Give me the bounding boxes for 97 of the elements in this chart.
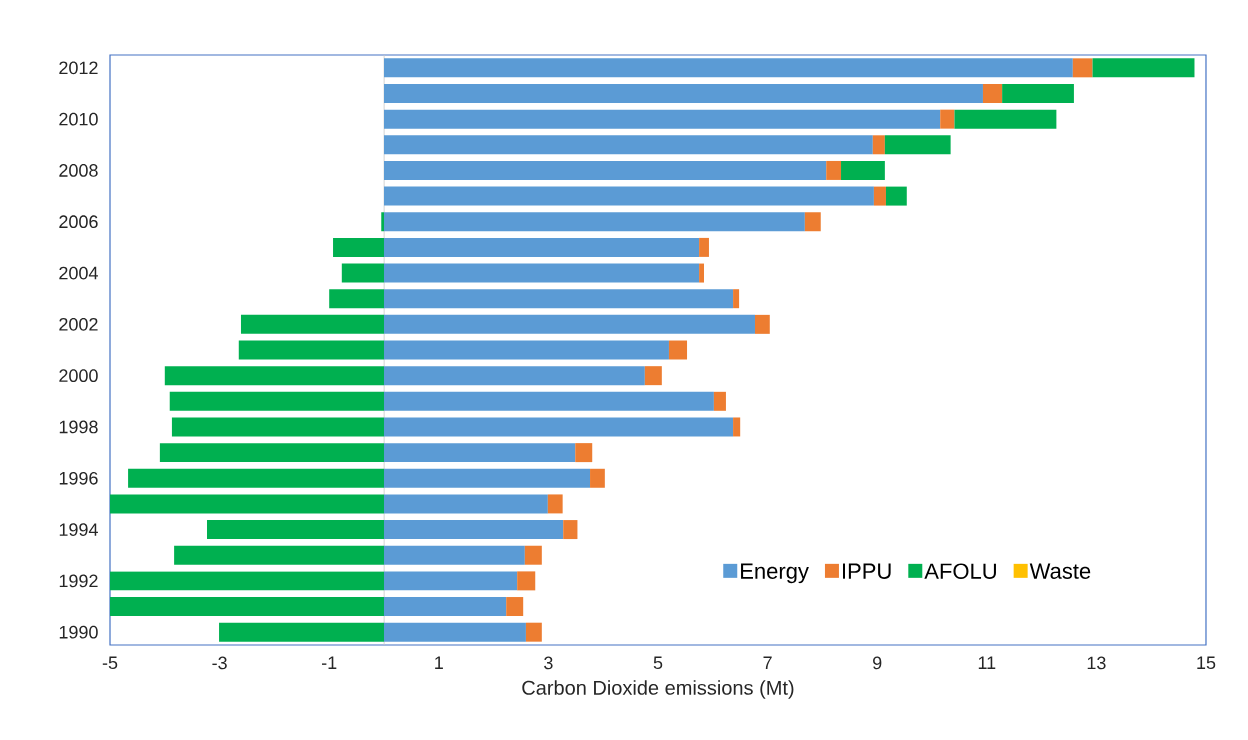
bar: [841, 160, 885, 180]
bar: [384, 135, 873, 155]
y-tick-label: 2006: [59, 215, 98, 229]
bar: [754, 314, 770, 334]
bar: [384, 314, 755, 334]
bar: [333, 237, 384, 257]
y-tick-label: 1996: [59, 471, 98, 485]
bar: [699, 237, 709, 257]
bar: [517, 571, 536, 591]
bar: [826, 160, 842, 180]
bar: [384, 58, 1073, 78]
bar: [384, 263, 700, 283]
bar: [384, 443, 576, 463]
bar: [384, 109, 941, 129]
bar: [384, 366, 645, 386]
legend-label: IPPU: [842, 563, 891, 579]
y-tick-label: 2010: [59, 112, 98, 126]
x-tick-label: -1: [322, 656, 337, 669]
y-tick-label: 2002: [59, 317, 98, 331]
bar: [384, 520, 564, 540]
bar: [384, 340, 669, 360]
x-tick-label: 9: [873, 656, 882, 670]
y-tick-label: 2008: [59, 164, 98, 177]
y-tick-label: 2004: [59, 266, 98, 280]
bar: [644, 366, 662, 386]
bar: [384, 212, 805, 232]
x-tick-label: -5: [102, 656, 118, 670]
y-tick-label: 1998: [59, 420, 98, 434]
bar: [240, 314, 384, 334]
bar: [128, 468, 384, 488]
bar: [563, 520, 578, 540]
bar: [110, 494, 384, 514]
bar: [384, 468, 591, 488]
y-tick-label: 2012: [59, 61, 98, 75]
y-tick-label: 2000: [59, 369, 98, 383]
bar: [381, 212, 384, 232]
bar: [954, 109, 1057, 129]
bar: [174, 545, 384, 565]
bar: [171, 417, 384, 437]
bar: [713, 391, 726, 411]
bar: [872, 135, 885, 155]
x-axis-title: Carbon Dioxide emissions (Mt): [522, 680, 794, 699]
bar: [219, 622, 384, 642]
bar: [159, 443, 384, 463]
x-tick-label: 15: [1197, 656, 1216, 670]
bar: [164, 366, 384, 386]
x-tick-label: -3: [212, 656, 227, 670]
bar: [384, 289, 734, 309]
bar: [384, 597, 507, 617]
bar: [384, 391, 714, 411]
bar: [982, 83, 1003, 103]
bar: [384, 160, 827, 180]
bar: [525, 622, 542, 642]
bar: [885, 186, 907, 206]
bar: [1002, 83, 1074, 103]
bar: [110, 597, 384, 617]
bar: [733, 417, 741, 437]
x-tick-label: 5: [653, 656, 663, 670]
y-tick-label: 1992: [59, 574, 98, 588]
bar: [1072, 58, 1093, 78]
bar: [575, 443, 593, 463]
bar: [384, 545, 525, 565]
bar: [238, 340, 384, 360]
bar: [329, 289, 384, 309]
bar: [384, 83, 983, 103]
bar: [506, 597, 524, 617]
legend-label: Energy: [741, 563, 809, 584]
bar: [384, 571, 518, 591]
y-tick-label: 1994: [59, 523, 98, 536]
bar: [384, 494, 548, 514]
bar: [384, 237, 700, 257]
bar: [547, 494, 563, 514]
legend-label: AFOLU: [924, 563, 996, 579]
bar: [207, 520, 384, 540]
bar: [804, 212, 821, 232]
bar: [341, 263, 384, 283]
bar: [524, 545, 542, 565]
x-tick-label: 11: [978, 656, 996, 669]
bar: [884, 135, 951, 155]
bar: [590, 468, 605, 488]
legend-label: Waste: [1029, 563, 1091, 579]
bar: [384, 417, 734, 437]
x-tick-label: 3: [544, 656, 553, 670]
bar: [1092, 58, 1195, 78]
bar: [384, 186, 874, 206]
bar: [668, 340, 688, 360]
y-tick-label: 1990: [59, 625, 98, 639]
x-tick-label: 7: [763, 656, 772, 669]
bar: [940, 109, 955, 129]
x-tick-label: 1: [435, 656, 443, 669]
bar: [384, 622, 526, 642]
bar: [699, 263, 705, 283]
bar: [169, 391, 384, 411]
bar: [733, 289, 740, 309]
bar: [873, 186, 886, 206]
bar: [110, 571, 384, 591]
x-tick-label: 13: [1087, 656, 1106, 670]
